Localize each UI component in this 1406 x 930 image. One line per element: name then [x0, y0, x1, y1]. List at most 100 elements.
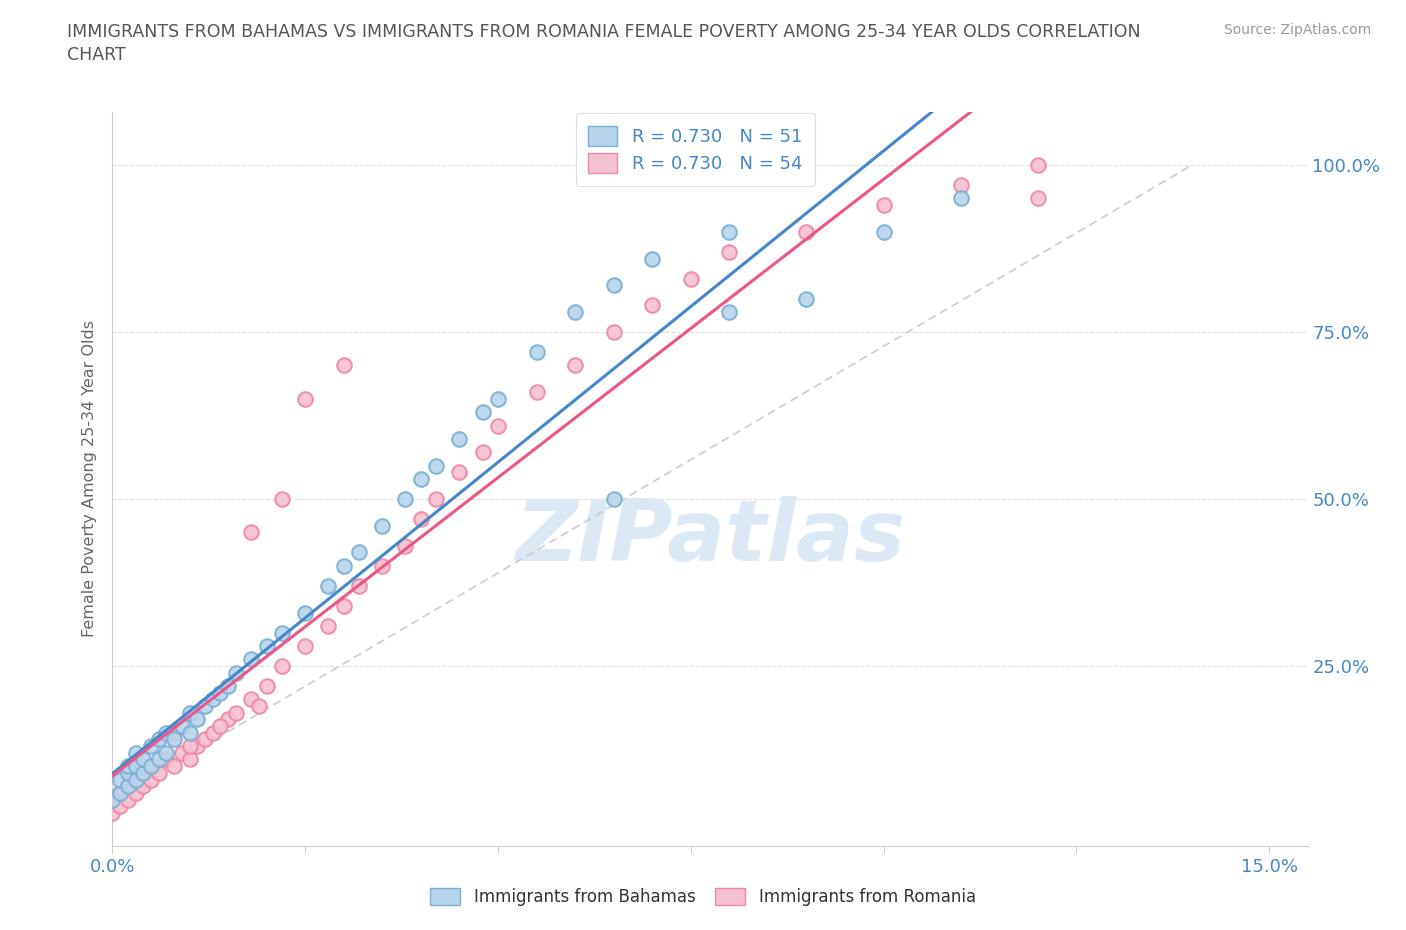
Point — [796, 224, 818, 239]
Point — [294, 605, 316, 620]
Point — [247, 698, 270, 713]
Point — [179, 738, 201, 753]
Point — [1026, 191, 1049, 206]
Point — [564, 358, 586, 373]
Point — [163, 725, 186, 740]
Point — [486, 418, 509, 433]
Point — [240, 652, 263, 667]
Point — [117, 792, 139, 807]
Point — [949, 191, 972, 206]
Point — [641, 251, 664, 266]
Point — [139, 759, 162, 774]
Point — [108, 786, 131, 801]
Point — [333, 598, 356, 613]
Point — [124, 772, 146, 787]
Point — [179, 705, 201, 720]
Point — [108, 772, 131, 787]
Legend: Immigrants from Bahamas, Immigrants from Romania: Immigrants from Bahamas, Immigrants from… — [423, 881, 983, 912]
Point — [148, 732, 170, 747]
Point — [201, 692, 224, 707]
Point — [347, 545, 370, 560]
Point — [101, 805, 124, 820]
Point — [163, 759, 186, 774]
Point — [117, 765, 139, 780]
Point — [132, 765, 155, 780]
Point — [333, 358, 356, 373]
Point — [796, 291, 818, 306]
Point — [124, 745, 146, 760]
Point — [641, 298, 664, 312]
Point — [170, 719, 193, 734]
Point — [186, 712, 208, 727]
Point — [217, 712, 239, 727]
Point — [225, 705, 247, 720]
Point — [132, 778, 155, 793]
Point — [194, 698, 217, 713]
Point — [240, 692, 263, 707]
Point — [679, 272, 702, 286]
Point — [194, 732, 217, 747]
Point — [179, 725, 201, 740]
Point — [155, 725, 177, 740]
Point — [564, 304, 586, 319]
Point — [449, 465, 471, 480]
Point — [371, 518, 394, 533]
Point — [271, 658, 294, 673]
Point — [209, 719, 232, 734]
Point — [256, 639, 278, 654]
Point — [486, 392, 509, 406]
Point — [526, 345, 548, 360]
Point — [240, 525, 263, 539]
Point — [186, 738, 208, 753]
Point — [409, 472, 432, 486]
Point — [294, 639, 316, 654]
Point — [132, 765, 155, 780]
Point — [1026, 157, 1049, 172]
Point — [124, 759, 146, 774]
Point — [602, 278, 624, 293]
Point — [347, 578, 370, 593]
Point — [471, 445, 494, 459]
Point — [949, 178, 972, 193]
Point — [318, 618, 340, 633]
Point — [602, 492, 624, 507]
Point — [117, 778, 139, 793]
Point — [271, 625, 294, 640]
Point — [225, 665, 247, 680]
Point — [526, 385, 548, 400]
Point — [718, 304, 741, 319]
Point — [108, 799, 131, 814]
Point — [124, 772, 146, 787]
Point — [294, 392, 316, 406]
Point — [471, 405, 494, 419]
Point — [718, 245, 741, 259]
Point — [318, 578, 340, 593]
Point — [139, 759, 162, 774]
Text: Source: ZipAtlas.com: Source: ZipAtlas.com — [1223, 23, 1371, 37]
Point — [170, 745, 193, 760]
Point — [718, 224, 741, 239]
Text: IMMIGRANTS FROM BAHAMAS VS IMMIGRANTS FROM ROMANIA FEMALE POVERTY AMONG 25-34 YE: IMMIGRANTS FROM BAHAMAS VS IMMIGRANTS FR… — [67, 23, 1142, 41]
Point — [179, 752, 201, 767]
Point — [333, 558, 356, 573]
Point — [117, 778, 139, 793]
Point — [209, 685, 232, 700]
Point — [449, 432, 471, 446]
Point — [425, 458, 447, 473]
Point — [124, 786, 146, 801]
Point — [371, 558, 394, 573]
Point — [872, 224, 894, 239]
Point — [101, 792, 124, 807]
Point — [117, 759, 139, 774]
Text: CHART: CHART — [67, 46, 127, 64]
Point — [155, 745, 177, 760]
Point — [108, 786, 131, 801]
Point — [148, 752, 170, 767]
Point — [217, 679, 239, 694]
Y-axis label: Female Poverty Among 25-34 Year Olds: Female Poverty Among 25-34 Year Olds — [82, 321, 97, 637]
Text: ZIPatlas: ZIPatlas — [515, 497, 905, 579]
Point — [132, 752, 155, 767]
Point — [139, 738, 162, 753]
Point — [256, 679, 278, 694]
Point — [139, 772, 162, 787]
